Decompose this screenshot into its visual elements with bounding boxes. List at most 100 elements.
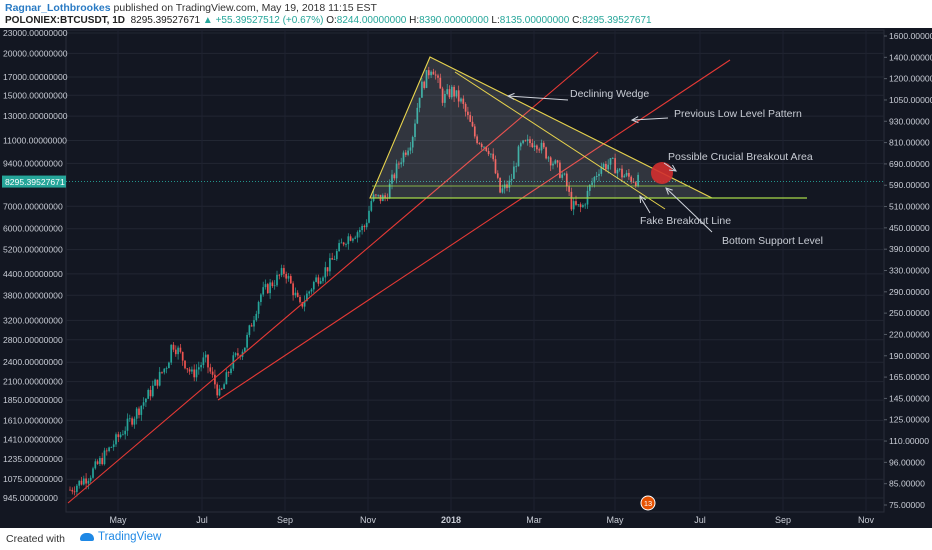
candlestick-series (69, 66, 639, 497)
cloud-icon (80, 532, 94, 541)
x-axis-tick-1: Jul (196, 515, 208, 525)
x-axis-tick-8: Sep (775, 515, 791, 525)
candle-body (287, 276, 290, 279)
candle-body (542, 142, 545, 148)
trend-line-upper (217, 59, 731, 401)
candle-body (432, 71, 435, 75)
left-axis-tick-9: 5200.00000000 (3, 245, 63, 255)
candle-body (158, 371, 161, 386)
candle-body (209, 367, 212, 372)
left-axis-tick-21: 945.00000000 (3, 493, 58, 503)
right-axis-tick-21: 85.00000 (889, 479, 925, 489)
candle-body (103, 450, 106, 465)
candle-body (556, 160, 559, 163)
candle-body (545, 147, 547, 159)
candle-body (78, 480, 81, 486)
candle-body (237, 353, 239, 356)
left-axis-tick-6: 9400.00000000 (3, 158, 63, 168)
candle-body (473, 126, 476, 137)
annotation-1: Previous Low Level Pattern (674, 108, 802, 120)
candle-body (128, 418, 131, 420)
open-value: 8244.00000000 (336, 15, 407, 26)
chart-area[interactable]: 23000.00000000 20000.00000000 17000.000000… (0, 28, 932, 528)
right-axis-tick-9: 450.00000 (889, 223, 930, 233)
candle-body (398, 163, 400, 165)
candle-body (179, 347, 182, 352)
candle-body (92, 468, 94, 478)
x-axis-tick-0: May (109, 515, 127, 525)
candle-body (216, 384, 219, 396)
left-axis-tick-5: 11000.00000000 (3, 135, 67, 145)
x-axis-tick-3: Nov (360, 515, 377, 525)
candle-body (568, 186, 570, 192)
candle-body (255, 313, 258, 321)
left-axis-tick-15: 2100.00000000 (3, 377, 63, 387)
right-axis-tick-1: 1400.00000 (889, 52, 932, 62)
publish-line: Ragnar_Lothbrookes published on TradingV… (5, 2, 377, 14)
right-axis-tick-4: 930.00000 (889, 116, 930, 126)
candle-body (306, 293, 308, 302)
annotation-4: Bottom Support Level (722, 235, 823, 247)
left-axis-tick-17: 1610.00000000 (3, 415, 63, 425)
candle-body (485, 146, 488, 151)
candle-body (122, 434, 124, 436)
candle-body (411, 137, 414, 148)
candle-body (584, 204, 587, 206)
arrow-previous-low-head (630, 116, 639, 124)
last-price: 8295.39527671 (130, 15, 201, 26)
candle-body (448, 89, 451, 98)
candle-body (294, 292, 297, 296)
candle-body (393, 174, 396, 179)
right-axis-tick-16: 165.00000 (889, 372, 930, 382)
candle-body (280, 268, 283, 276)
candle-body (363, 225, 366, 228)
left-axis-tick-20: 1075.00000000 (3, 474, 63, 484)
candle-body (490, 153, 492, 155)
left-axis-tick-2: 17000.00000000 (3, 72, 68, 82)
candle-body (384, 195, 386, 198)
candle-body (423, 81, 426, 88)
left-axis-tick-7: 7000.00000000 (3, 201, 63, 211)
candle-body (174, 349, 177, 355)
candle-body (99, 457, 101, 464)
candle-body (540, 142, 543, 151)
candle-body (82, 478, 85, 485)
candle-body (73, 491, 76, 493)
candle-body (308, 291, 311, 294)
candle-body (634, 182, 637, 187)
candle-body (609, 158, 612, 165)
created-with-label: Created with (6, 533, 65, 545)
price-chart[interactable]: 23000.00000000 20000.00000000 17000.000000… (0, 28, 932, 528)
author-name[interactable]: Ragnar_Lothbrookes (5, 2, 111, 14)
candle-body (151, 385, 154, 397)
candle-body (501, 188, 504, 193)
candle-body (108, 447, 110, 452)
tradingview-logo[interactable]: TradingView (80, 531, 161, 543)
candle-body (400, 162, 403, 165)
candle-body (434, 74, 437, 76)
right-axis-tick-20: 96.00000 (889, 457, 925, 467)
chart-grid (65, 29, 885, 513)
candle-body (476, 136, 478, 144)
published-info: published on TradingView.com, May 19, 20… (113, 2, 377, 14)
candle-body (133, 418, 136, 425)
candle-body (271, 282, 274, 287)
candle-body (464, 103, 467, 112)
candle-body (218, 388, 221, 396)
candle-body (409, 147, 412, 151)
candle-body (161, 371, 163, 373)
candle-body (292, 283, 294, 296)
candle-body (87, 480, 90, 484)
candle-body (391, 174, 393, 184)
candle-body (425, 70, 428, 88)
left-axis-tick-19: 1235.00000000 (3, 454, 63, 464)
candle-body (533, 145, 536, 148)
candle-body (598, 173, 600, 176)
candle-body (388, 183, 391, 199)
symbol-label: POLONIEX:BTCUSDT, 1D (5, 15, 126, 26)
left-axis-tick-14: 2400.00000000 (3, 357, 63, 367)
candle-body (250, 325, 253, 327)
candle-body (248, 325, 251, 335)
candle-body (333, 259, 336, 260)
right-axis-tick-13: 250.00000 (889, 308, 930, 318)
